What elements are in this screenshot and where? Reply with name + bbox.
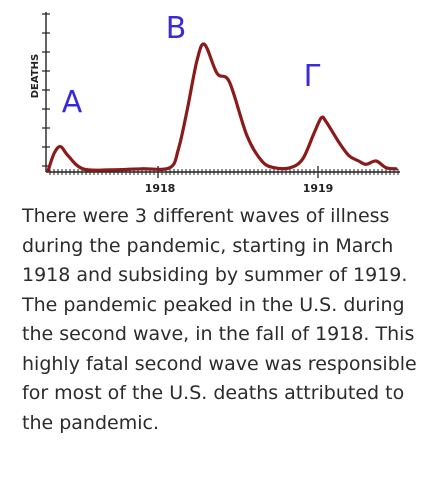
x-tick-label-1918: 1918 <box>145 182 176 195</box>
y-axis-label: DEATHS <box>30 54 41 99</box>
chart-caption: There were 3 different waves of illness … <box>22 205 417 434</box>
pandemic-waves-chart: DEATHS 1918 1919 A B Γ <box>30 11 400 195</box>
wave-label-a: A <box>62 85 83 120</box>
y-axis <box>42 12 50 172</box>
x-axis <box>46 166 400 178</box>
deaths-series-line <box>46 42 398 173</box>
wave-label-b: B <box>166 11 187 46</box>
wave-label-c: Γ <box>304 59 321 94</box>
x-tick-label-1919: 1919 <box>303 182 334 195</box>
